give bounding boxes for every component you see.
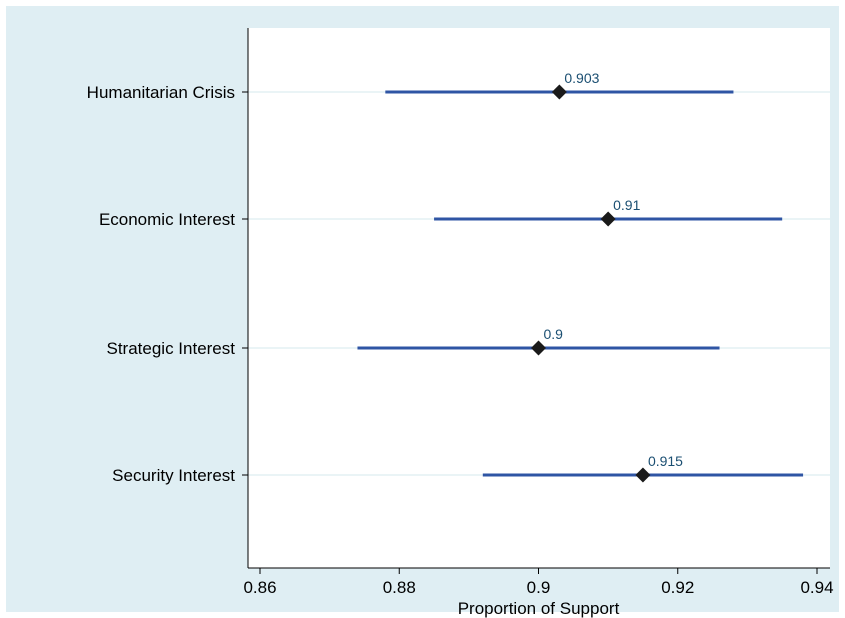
point-marker [531,340,546,356]
x-tick-label: 0.86 [243,578,276,597]
y-tick-label: Economic Interest [99,210,235,229]
data-label: 0.9 [544,326,564,342]
axes: 0.86 0.88 0.9 0.92 0.94 Humanitarian Crisis Ec… [87,28,834,597]
point-marker [551,84,567,100]
data-label: 0.903 [564,70,599,86]
x-tick-label: 0.94 [800,578,833,597]
plot-area [248,28,830,568]
y-tick-label: Humanitarian Crisis [87,83,235,102]
x-tick-label: 0.88 [383,578,416,597]
data-label: 0.915 [648,453,683,469]
point-marker [600,211,616,227]
x-tick-label: 0.9 [527,578,551,597]
y-tick-label: Security Interest [112,466,235,485]
x-axis-title: Proportion of Support [458,599,620,618]
chart-marks: 0.903 0.91 0.9 0.915 [357,70,804,483]
point-marker [635,467,651,483]
y-tick-label: Strategic Interest [106,339,235,358]
data-label: 0.91 [613,197,640,213]
x-tick-label: 0.92 [661,578,694,597]
